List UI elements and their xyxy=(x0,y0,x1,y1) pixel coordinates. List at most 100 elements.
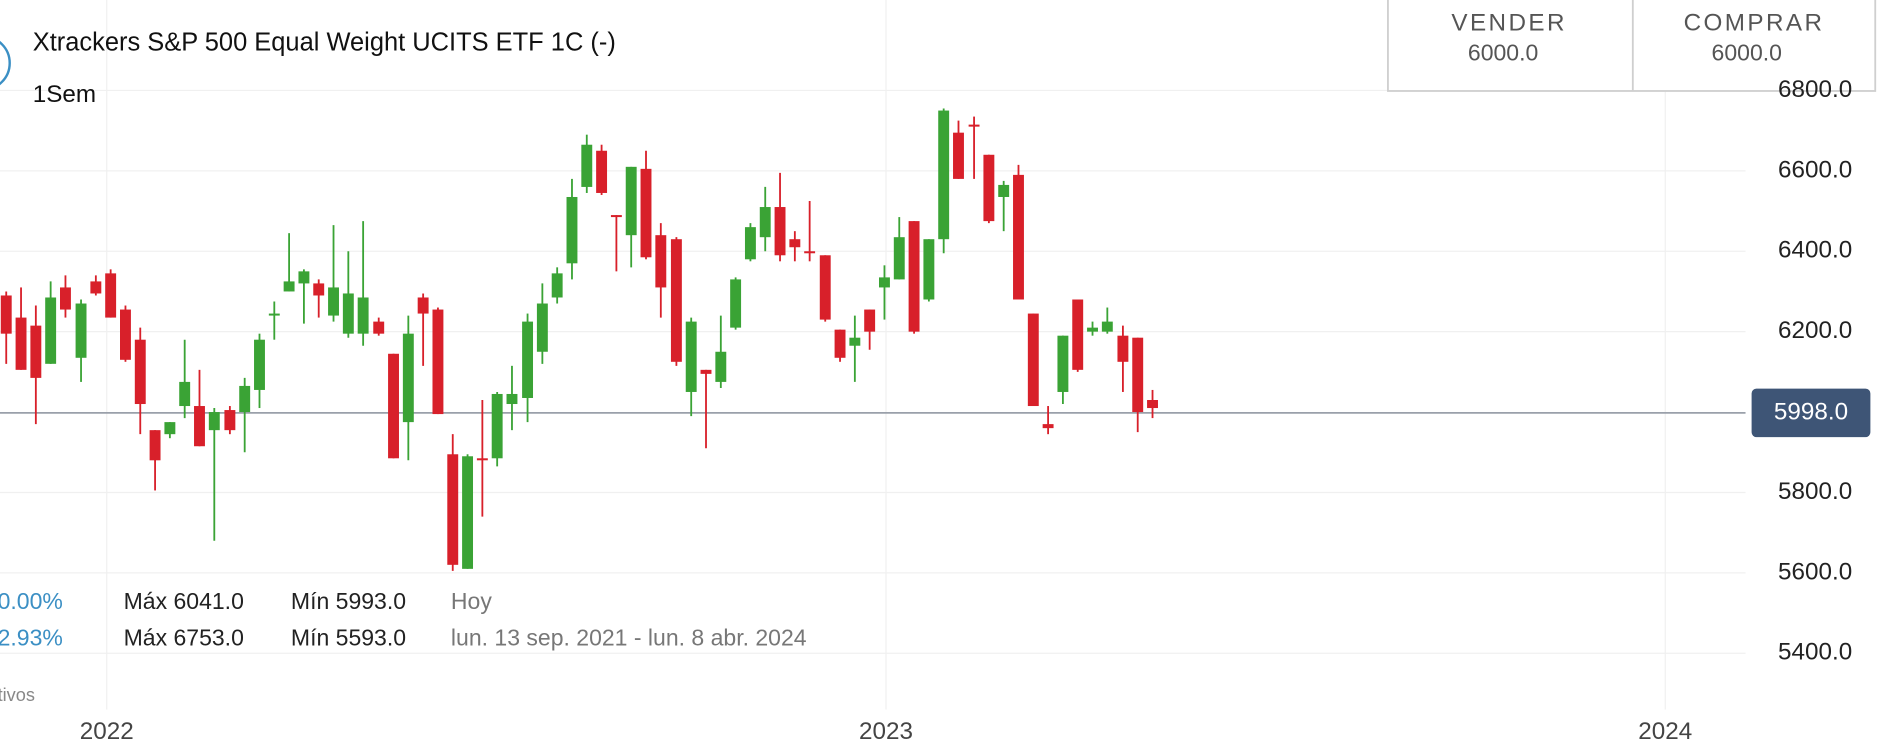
stat-max: Máx 6753.0 xyxy=(124,624,244,650)
candle-body xyxy=(105,273,117,318)
interval[interactable]: 1Sem xyxy=(33,81,96,108)
candle-body xyxy=(804,251,816,254)
candle-body xyxy=(640,168,652,258)
candle-body xyxy=(715,351,727,382)
instrument-title: Xtrackers S&P 500 Equal Weight UCITS ETF… xyxy=(33,28,616,56)
buy-price[interactable]: 6000.0 xyxy=(1712,40,1782,66)
x-tick-label: 2023 xyxy=(859,718,913,745)
candle-body xyxy=(268,313,280,316)
candle-body xyxy=(522,321,534,398)
candle-body xyxy=(1013,174,1024,300)
x-tick-label: 2024 xyxy=(1638,718,1692,745)
candle-body xyxy=(476,458,488,461)
stat-period: Hoy xyxy=(451,588,492,614)
candle-body xyxy=(134,339,146,405)
candle-body xyxy=(328,287,339,316)
candle-body xyxy=(730,279,742,328)
candle-body xyxy=(357,297,369,334)
candle-body xyxy=(283,281,295,292)
candle-body xyxy=(447,454,459,565)
candle-body xyxy=(388,353,399,459)
candle-body xyxy=(254,339,265,390)
candle-body xyxy=(685,321,697,392)
candle-body xyxy=(1087,327,1098,332)
candle-body xyxy=(596,150,608,193)
candle-body xyxy=(432,309,444,415)
candle-body xyxy=(491,393,503,459)
candle-body xyxy=(819,255,831,320)
candle-body xyxy=(179,381,191,407)
y-tick-label: 6400.0 xyxy=(1778,237,1852,264)
candle-body xyxy=(536,303,548,352)
candle-body xyxy=(149,430,161,461)
candle-body xyxy=(968,124,980,127)
candle-body xyxy=(402,333,414,423)
candle-body xyxy=(759,207,771,238)
candle-body xyxy=(462,456,474,569)
candle-body xyxy=(90,281,102,294)
candle-body xyxy=(313,283,325,296)
sell-price[interactable]: 6000.0 xyxy=(1468,40,1538,66)
candle-body xyxy=(610,215,622,218)
candle-body xyxy=(1072,299,1084,370)
y-tick-label: 5600.0 xyxy=(1778,558,1852,585)
candle-body xyxy=(164,422,176,435)
quote-box: VENDER 6000.0 COMPRAR 6000.0 xyxy=(1387,0,1877,92)
buy-label[interactable]: COMPRAR xyxy=(1684,10,1825,37)
last-price-box xyxy=(1751,388,1871,438)
candle-body xyxy=(45,297,57,364)
quote-frame xyxy=(1387,0,1877,92)
candle-body xyxy=(1132,337,1144,413)
candle-body xyxy=(506,393,518,405)
candle-body xyxy=(1101,321,1113,332)
candle-body xyxy=(1117,335,1129,362)
candle-body xyxy=(789,239,801,248)
candle-body xyxy=(625,166,637,236)
candle-body xyxy=(1057,335,1069,392)
candle-body xyxy=(342,293,354,334)
last-price-label: 5998.0 xyxy=(1774,398,1848,425)
candle-body xyxy=(834,329,846,358)
stat-change: 2.93% xyxy=(0,624,63,650)
candle-body xyxy=(953,132,964,179)
candle-body xyxy=(30,325,42,378)
stat-change: 0.00% xyxy=(0,588,63,614)
candle-body xyxy=(700,369,712,374)
logo-icon xyxy=(0,40,11,86)
candle-body xyxy=(60,287,71,310)
candle-body xyxy=(893,237,905,280)
plot-area xyxy=(0,0,1746,710)
candle-body xyxy=(208,412,220,431)
stats: 0.00% Máx 6041.0 Mín 5993.0 Hoy 2.93% Má… xyxy=(0,588,807,705)
candle-body xyxy=(417,297,429,314)
y-tick-label: 5400.0 xyxy=(1778,639,1852,666)
candle-body xyxy=(373,321,385,334)
candle-body xyxy=(864,309,876,332)
stat-max: Máx 6041.0 xyxy=(124,588,244,614)
candle-body xyxy=(194,406,205,447)
candle-body xyxy=(566,196,578,264)
x-tick-label: 2022 xyxy=(80,718,134,745)
footer-fragment: tivos xyxy=(0,685,35,705)
candle-body xyxy=(879,277,890,288)
candle-body xyxy=(298,271,310,284)
candle-body xyxy=(0,295,12,334)
y-tick-label: 5800.0 xyxy=(1778,478,1852,505)
candle-body xyxy=(670,239,682,362)
candle-body xyxy=(120,309,131,360)
candle-body xyxy=(744,227,756,260)
stat-min: Mín 5593.0 xyxy=(291,624,406,650)
candle-body xyxy=(581,144,593,187)
candle-body xyxy=(1042,424,1054,429)
candle-body xyxy=(774,207,786,256)
sell-label[interactable]: VENDER xyxy=(1451,10,1567,37)
candle-body xyxy=(908,221,920,332)
y-tick-label: 6200.0 xyxy=(1778,317,1852,344)
stat-period: lun. 13 sep. 2021 - lun. 8 abr. 2024 xyxy=(451,624,807,650)
candle-body xyxy=(938,110,950,240)
stat-min: Mín 5993.0 xyxy=(291,588,406,614)
candle-body xyxy=(1147,400,1158,409)
candle-body xyxy=(224,410,236,431)
candle-body xyxy=(551,273,563,298)
candle-body xyxy=(983,154,995,222)
